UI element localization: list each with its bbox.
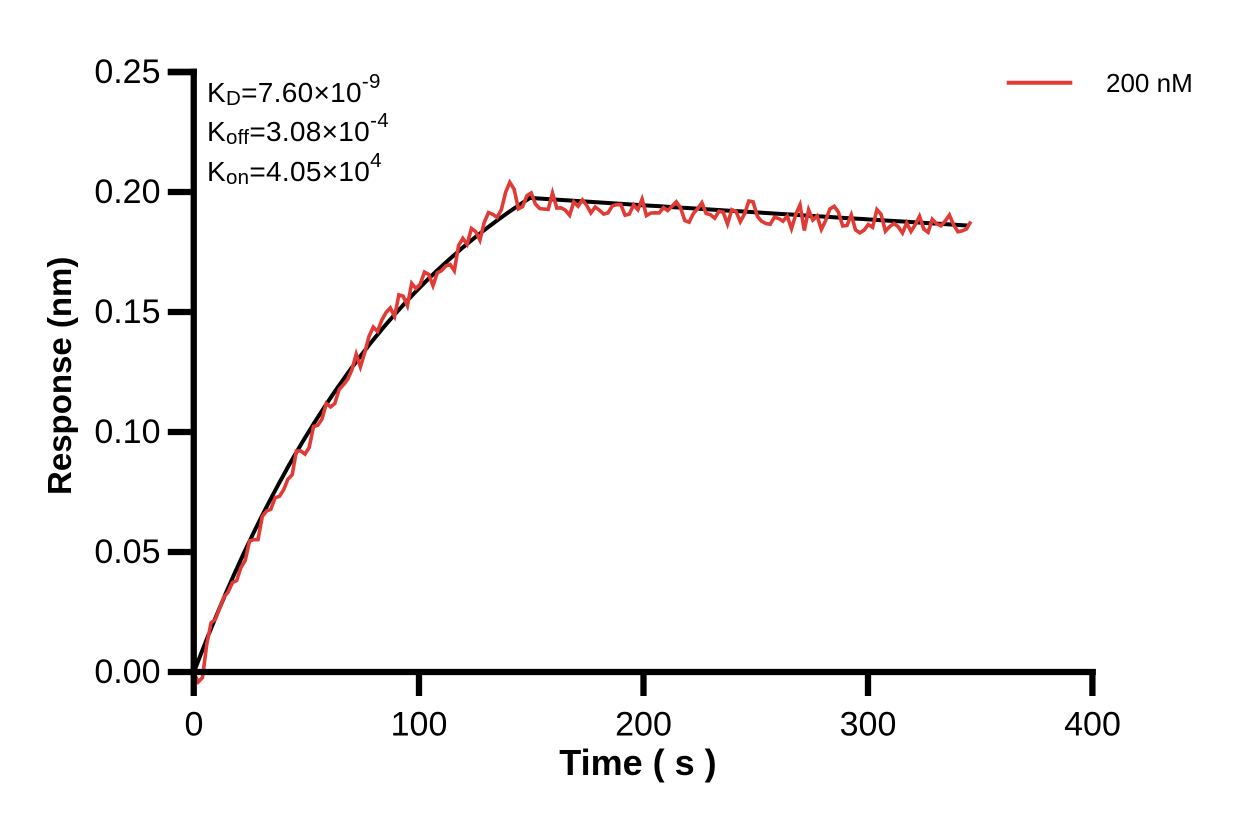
- svg-text:0.10: 0.10: [94, 413, 160, 451]
- svg-text:Koff=3.08×10-4: Koff=3.08×10-4: [207, 109, 389, 149]
- svg-text:Response (nm): Response (nm): [41, 257, 78, 495]
- svg-text:Time ( s ): Time ( s ): [559, 742, 716, 783]
- svg-text:300: 300: [840, 706, 897, 744]
- svg-text:200 nM: 200 nM: [1106, 68, 1193, 98]
- svg-text:0.15: 0.15: [94, 293, 160, 331]
- svg-text:0: 0: [185, 706, 204, 744]
- svg-text:0.05: 0.05: [94, 533, 160, 571]
- svg-text:KD=7.60×10-9: KD=7.60×10-9: [207, 70, 381, 110]
- svg-text:400: 400: [1064, 706, 1121, 744]
- svg-text:0.20: 0.20: [94, 173, 160, 211]
- svg-text:Kon=4.05×104: Kon=4.05×104: [207, 149, 382, 189]
- svg-text:100: 100: [391, 706, 448, 744]
- svg-text:0.00: 0.00: [94, 653, 160, 691]
- svg-text:200: 200: [615, 706, 672, 744]
- svg-text:0.25: 0.25: [94, 53, 160, 91]
